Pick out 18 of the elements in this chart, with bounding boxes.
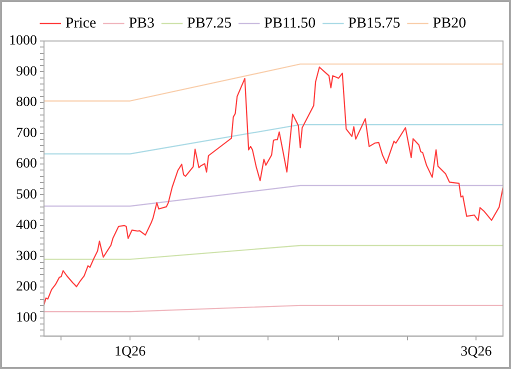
x-tick-label: 1Q26 <box>114 344 146 360</box>
y-tick-label: 900 <box>16 64 37 80</box>
legend-label: PB11.50 <box>264 15 316 32</box>
y-tick-label: 1000 <box>9 34 37 49</box>
legend-label: PB15.75 <box>348 15 400 32</box>
y-tick-label: 600 <box>16 156 37 172</box>
y-tick-label: 700 <box>16 126 37 141</box>
y-tick-label: 200 <box>16 280 37 295</box>
y-tick-label: 800 <box>16 95 37 110</box>
legend-label: Price <box>65 15 97 32</box>
legend-label: PB20 <box>432 15 466 32</box>
y-tick-label: 100 <box>16 310 37 326</box>
legend-label: PB3 <box>128 15 155 32</box>
y-tick-label: 300 <box>16 248 37 264</box>
y-tick-label: 500 <box>16 187 37 202</box>
legend-label: PB7.25 <box>187 15 232 32</box>
y-tick-label: 400 <box>16 218 37 234</box>
x-tick-label: 3Q26 <box>460 344 492 360</box>
